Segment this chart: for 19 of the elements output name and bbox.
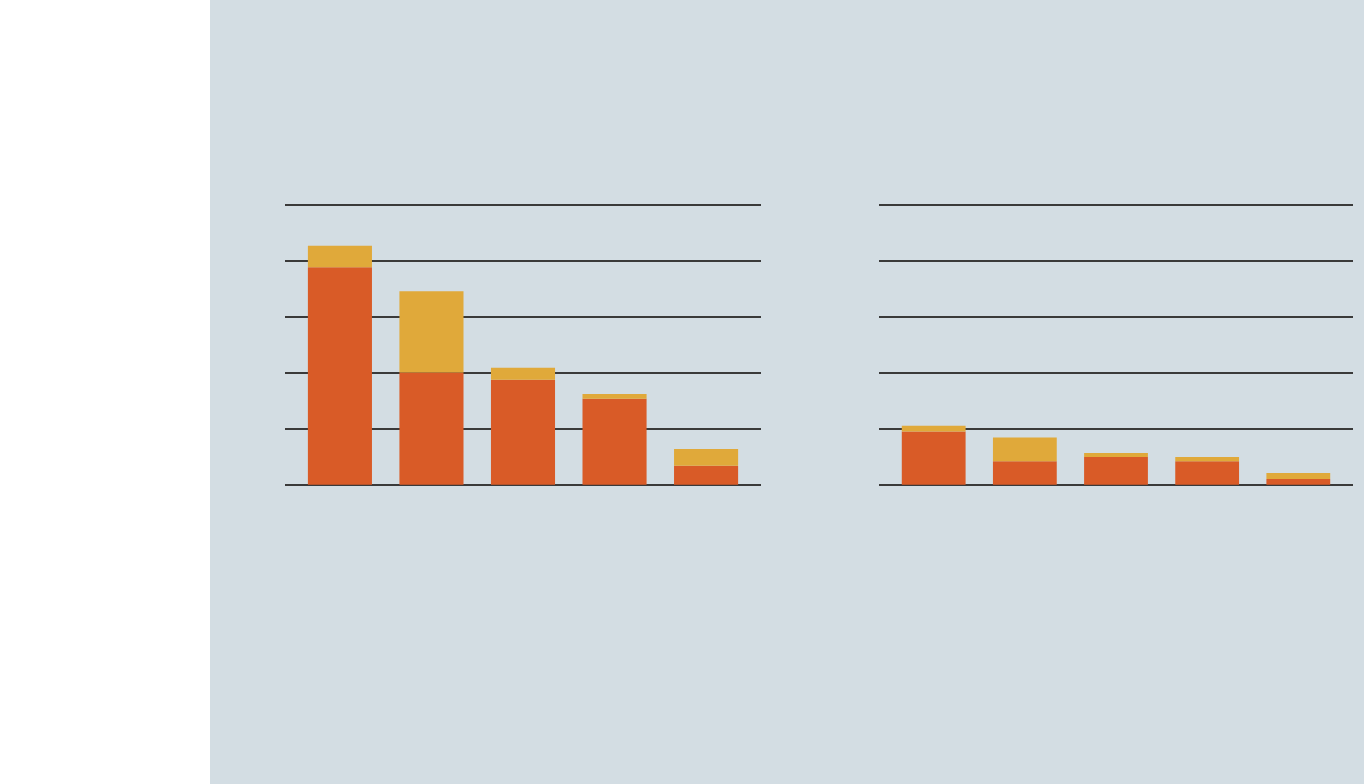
bar xyxy=(674,448,739,466)
bar xyxy=(992,437,1057,462)
bar xyxy=(1266,478,1331,485)
bar xyxy=(490,379,556,485)
bar xyxy=(582,393,647,399)
bar xyxy=(1084,457,1148,485)
bar xyxy=(1266,472,1331,479)
bar xyxy=(674,465,739,485)
bar xyxy=(490,367,556,380)
bar xyxy=(1175,461,1240,485)
bar xyxy=(1084,452,1148,458)
bar xyxy=(582,398,647,485)
bar xyxy=(307,267,372,485)
bar xyxy=(399,372,464,485)
bar xyxy=(992,461,1057,485)
bar xyxy=(399,291,464,373)
bar xyxy=(901,425,966,432)
bar xyxy=(901,431,966,485)
bar xyxy=(307,245,372,268)
